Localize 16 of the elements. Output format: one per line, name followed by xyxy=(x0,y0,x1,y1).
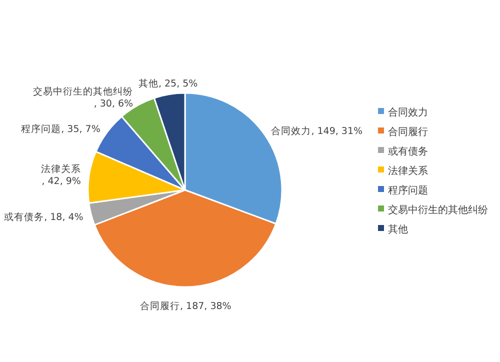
slice-label: 交易中衍生的其他纠纷 xyxy=(33,86,134,98)
legend-label: 法律关系 xyxy=(388,165,428,177)
legend-label: 交易中衍生的其他纠纷 xyxy=(388,204,488,216)
category-label: 程序问题, 35, 7% xyxy=(21,124,100,135)
category-label: 其他, 25, 5% xyxy=(138,78,198,90)
legend-label: 合同履行 xyxy=(388,126,428,138)
legend-label: 其他 xyxy=(388,224,408,236)
legend-label: 合同效力 xyxy=(388,106,428,118)
category-label: 合同效力, 149, 31% xyxy=(271,126,363,138)
legend-label: 或有债务 xyxy=(388,146,428,158)
data-label: , 30, 6% xyxy=(94,98,134,110)
slice-label: 法律关系 xyxy=(40,162,81,175)
data-label: , 42, 9% xyxy=(42,176,81,187)
category-label: 或有债务, 18, 4% xyxy=(4,212,84,224)
category-label: 合同履行, 187, 38% xyxy=(140,301,232,312)
legend-label: 程序问题 xyxy=(388,184,428,196)
